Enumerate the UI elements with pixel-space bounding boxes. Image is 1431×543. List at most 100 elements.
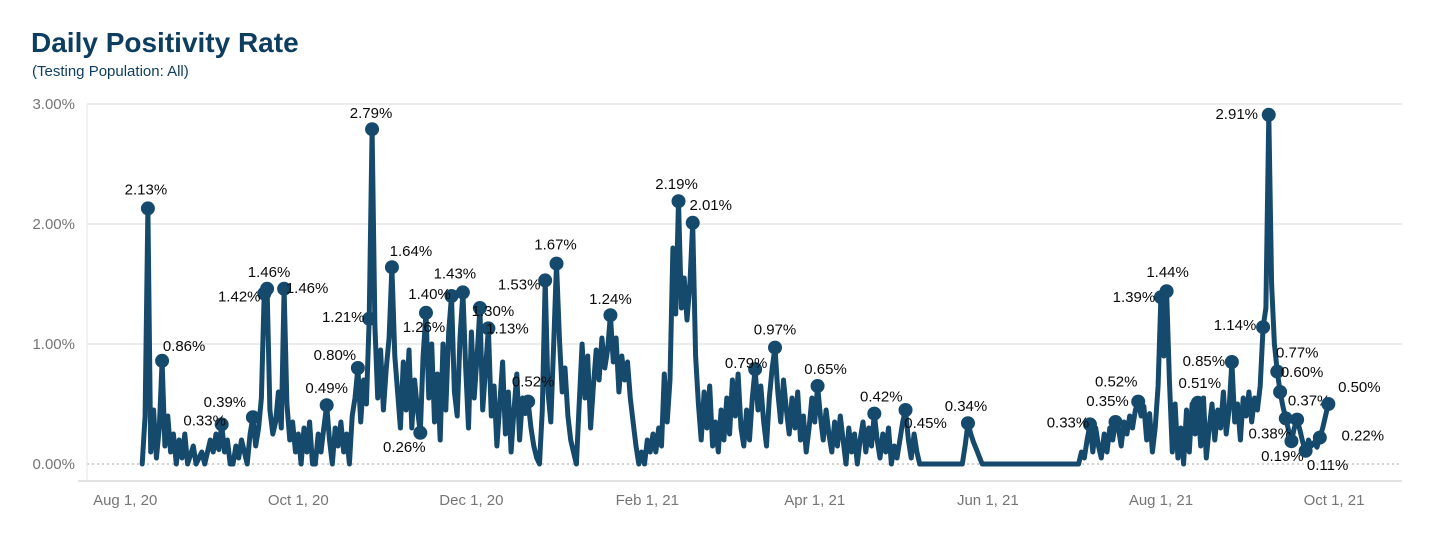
x-axis-label: Oct 1, 20 — [268, 492, 329, 509]
data-label: 1.46% — [248, 264, 291, 281]
data-point-marker[interactable] — [1082, 417, 1097, 432]
data-point-marker[interactable] — [1108, 415, 1123, 429]
data-label: 1.21% — [322, 309, 365, 326]
data-point-marker[interactable] — [1273, 385, 1288, 399]
data-label: 0.50% — [1338, 379, 1381, 396]
data-point-marker[interactable] — [362, 311, 377, 326]
data-label: 1.43% — [434, 265, 477, 282]
x-axis-label: Apr 1, 21 — [784, 492, 845, 509]
data-label: 0.80% — [314, 347, 357, 364]
data-point-marker[interactable] — [685, 215, 700, 230]
data-label: 1.64% — [390, 243, 433, 260]
data-label: 0.45% — [904, 415, 947, 432]
data-label: 2.79% — [350, 105, 393, 122]
data-point-marker[interactable] — [1278, 411, 1293, 426]
x-axis-label: Dec 1, 20 — [439, 492, 503, 509]
data-point-marker[interactable] — [960, 416, 975, 431]
data-point-marker[interactable] — [260, 281, 275, 296]
y-axis-label: 1.00% — [32, 336, 75, 353]
data-point-marker[interactable] — [413, 425, 428, 440]
data-label: 0.11% — [1307, 457, 1348, 474]
chart-subtitle: (Testing Population: All) — [32, 63, 189, 80]
data-label: 1.53% — [498, 276, 541, 293]
data-point-marker[interactable] — [1224, 355, 1239, 369]
data-label: 0.51% — [1179, 375, 1222, 392]
data-label: 2.91% — [1215, 106, 1258, 123]
data-point-marker[interactable] — [214, 417, 229, 432]
data-point-marker[interactable] — [245, 410, 260, 425]
data-label: 0.19% — [1261, 448, 1304, 465]
data-label: 0.26% — [383, 439, 426, 456]
data-point-marker[interactable] — [867, 406, 882, 421]
x-axis-label: Aug 1, 21 — [1129, 492, 1193, 509]
data-label: 2.01% — [689, 197, 732, 214]
data-point-marker[interactable] — [810, 379, 825, 393]
x-axis-label: Oct 1, 21 — [1304, 492, 1365, 509]
x-axis-label: Jun 1, 21 — [957, 492, 1019, 509]
data-label: 1.44% — [1146, 264, 1189, 281]
data-label: 1.26% — [403, 319, 446, 336]
data-label: 0.79% — [725, 355, 768, 372]
chart-title: Daily Positivity Rate — [31, 27, 299, 58]
data-label: 1.13% — [486, 320, 529, 337]
data-point-marker[interactable] — [1159, 284, 1174, 299]
data-point-marker[interactable] — [1190, 395, 1205, 410]
data-point-marker[interactable] — [549, 256, 564, 271]
data-label: 2.19% — [655, 176, 698, 193]
data-point-marker[interactable] — [538, 273, 553, 288]
data-label: 0.52% — [512, 374, 555, 391]
data-label: 1.14% — [1214, 317, 1257, 334]
data-label: 1.30% — [472, 303, 515, 320]
data-point-marker[interactable] — [155, 353, 170, 368]
data-point-marker[interactable] — [365, 122, 380, 137]
series-line[interactable] — [139, 112, 1331, 467]
data-point-marker[interactable] — [455, 285, 470, 300]
data-label: 0.22% — [1342, 428, 1385, 445]
data-label: 0.39% — [204, 394, 247, 411]
data-label: 0.49% — [305, 380, 348, 397]
data-label: 1.67% — [534, 237, 577, 254]
data-point-marker[interactable] — [418, 305, 433, 320]
data-label: 0.86% — [163, 338, 206, 355]
data-point-marker[interactable] — [1131, 394, 1146, 409]
data-point-marker[interactable] — [472, 301, 487, 315]
data-point-marker[interactable] — [521, 394, 536, 409]
data-point-marker[interactable] — [671, 194, 686, 209]
data-point-marker[interactable] — [1261, 107, 1276, 122]
data-label: 1.39% — [1113, 289, 1156, 306]
data-label: 0.33% — [183, 412, 226, 429]
data-point-marker[interactable] — [319, 398, 334, 413]
data-point-marker[interactable] — [1298, 443, 1313, 458]
data-point-marker[interactable] — [768, 340, 783, 355]
data-label: 0.35% — [1086, 393, 1129, 410]
data-point-marker[interactable] — [1312, 430, 1327, 445]
y-axis-label: 3.00% — [32, 96, 75, 113]
data-point-marker[interactable] — [898, 403, 913, 417]
data-label: 0.52% — [1095, 374, 1138, 391]
data-label: 0.60% — [1281, 364, 1324, 381]
data-point-marker[interactable] — [277, 281, 292, 296]
data-point-marker[interactable] — [350, 361, 365, 375]
data-point-marker[interactable] — [1321, 397, 1336, 411]
data-point-marker[interactable] — [140, 201, 155, 216]
data-label: 1.46% — [286, 280, 329, 297]
data-point-marker[interactable] — [1284, 434, 1299, 449]
data-point-marker[interactable] — [384, 260, 399, 275]
data-label: 0.42% — [860, 389, 903, 406]
data-point-marker[interactable] — [1270, 364, 1285, 379]
data-label: 0.85% — [1183, 353, 1226, 370]
data-label: 1.24% — [589, 291, 632, 308]
data-point-marker[interactable] — [481, 321, 496, 336]
data-point-marker[interactable] — [1290, 412, 1305, 427]
data-point-marker[interactable] — [603, 308, 618, 323]
data-label: 0.38% — [1249, 425, 1292, 442]
data-point-marker[interactable] — [748, 362, 763, 377]
x-axis-label: Aug 1, 20 — [93, 492, 157, 509]
data-label: 0.65% — [804, 361, 847, 378]
data-point-marker[interactable] — [1256, 320, 1271, 335]
x-axis-label: Feb 1, 21 — [616, 492, 679, 509]
data-point-marker[interactable] — [444, 289, 459, 303]
data-label: 2.13% — [125, 181, 168, 198]
